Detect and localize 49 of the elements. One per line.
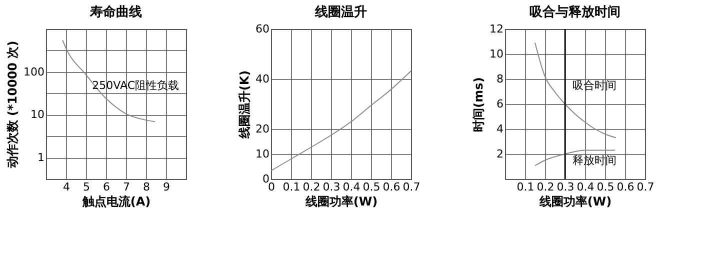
- x-tick-label: 9: [163, 180, 170, 194]
- x-axis-title: 触点电流(A): [81, 194, 151, 208]
- chart-title: 线圈温升: [314, 4, 367, 20]
- y-tick-label: 10: [256, 148, 270, 160]
- x-tick-label: 0.3: [322, 180, 340, 194]
- y-tick-label: 4: [496, 122, 504, 136]
- x-tick-label: 0.5: [596, 180, 614, 194]
- x-tick-label: 0.4: [342, 180, 360, 194]
- annotation: 250VAC阻性负载: [92, 79, 180, 92]
- x-tick-label: 8: [143, 180, 150, 194]
- y-tick-label: 6: [496, 98, 504, 110]
- x-tick-label: 5: [83, 180, 90, 194]
- annotation: 吸合时间: [572, 79, 617, 92]
- x-tick-label: 0.7: [636, 180, 654, 194]
- x-tick-label: 0.6: [616, 180, 634, 194]
- y-tick-label: 10: [30, 108, 44, 122]
- x-tick-label: 0.2: [302, 180, 320, 194]
- x-tick-label: 0.6: [382, 180, 400, 194]
- y-axis-title: 线圈温升(K): [238, 70, 252, 140]
- x-axis-title: 线圈功率(W): [304, 194, 378, 208]
- chart-title: 寿命曲线: [89, 5, 142, 20]
- y-tick-label: 20: [256, 122, 270, 136]
- x-tick-label: 0.5: [362, 180, 380, 194]
- chart-title: 吸合与释放时间: [530, 4, 620, 20]
- y-tick-label: 2: [496, 148, 504, 160]
- x-tick-label: 0.1: [516, 180, 534, 194]
- y-tick-label: 0: [262, 172, 270, 186]
- y-tick-label: 8: [496, 72, 504, 86]
- y-tick-label: 60: [256, 22, 270, 36]
- line-series: [534, 42, 616, 138]
- x-tick-label: 0.2: [536, 180, 554, 194]
- y-tick-label: 40: [256, 72, 270, 86]
- x-tick-label: 0.1: [282, 180, 300, 194]
- annotation: 释放时间: [572, 154, 617, 167]
- x-axis-title: 线圈功率(W): [538, 194, 612, 208]
- line-series: [270, 70, 412, 172]
- y-tick-label: 12: [490, 22, 504, 36]
- y-axis-title: 时间(ms): [472, 77, 486, 132]
- x-tick-label: 6: [103, 180, 110, 194]
- x-tick-label: 0.3: [556, 180, 574, 194]
- y-tick-label: 100: [24, 65, 44, 78]
- x-tick-label: 0.4: [576, 180, 594, 194]
- line-series: [534, 150, 616, 166]
- x-tick-label: 0.7: [402, 180, 420, 194]
- y-tick-label: 1: [38, 151, 44, 164]
- y-axis-title: 动作次数 (*10000 次): [6, 40, 20, 170]
- x-tick-label: 4: [63, 180, 70, 194]
- y-tick-label: 10: [490, 48, 504, 60]
- x-tick-label: 7: [123, 180, 130, 194]
